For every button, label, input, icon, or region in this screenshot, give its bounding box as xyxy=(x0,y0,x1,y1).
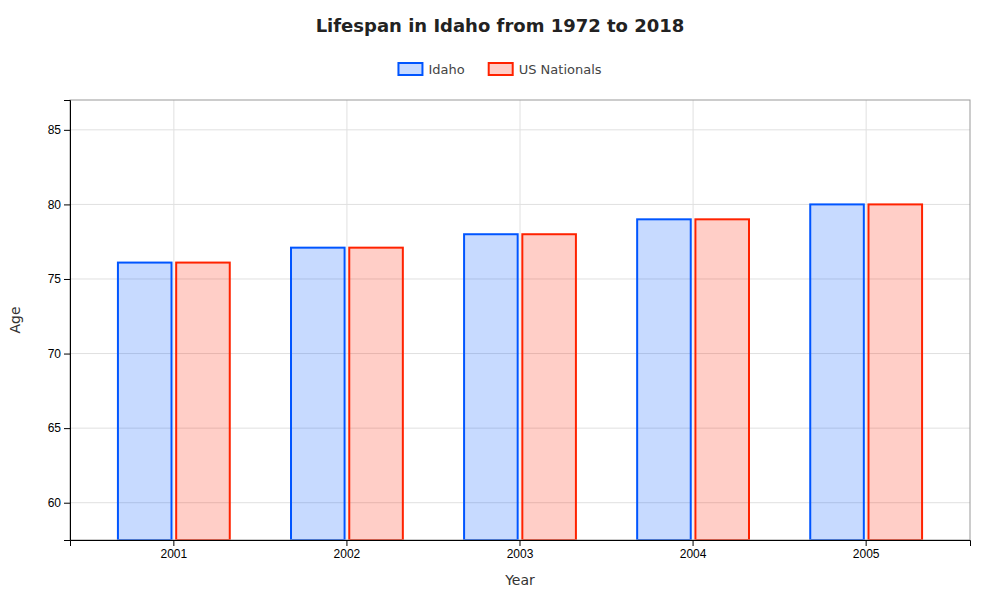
y-axis: 60 65 70 75 80 85 xyxy=(48,101,71,541)
bar-series xyxy=(176,204,922,540)
bar xyxy=(349,248,403,540)
x-tick-mark xyxy=(520,540,521,546)
y-tick: 85 xyxy=(48,123,70,137)
y-tick: 75 xyxy=(48,272,70,286)
y-tick-mark xyxy=(64,130,70,131)
x-tick-mark xyxy=(173,540,174,546)
x-tick-label: 2005 xyxy=(853,547,880,561)
bar xyxy=(695,219,749,540)
x-tick-label: 2001 xyxy=(160,547,187,561)
x-tick-label: 2004 xyxy=(680,547,707,561)
x-tick-label: 2003 xyxy=(507,547,534,561)
legend-label: Idaho xyxy=(428,62,464,77)
y-tick-label: 70 xyxy=(48,347,62,361)
legend-swatch xyxy=(489,63,513,75)
y-tick: 80 xyxy=(48,198,70,212)
bar xyxy=(176,263,230,540)
grid-line-x xyxy=(520,100,521,540)
grid-line-x xyxy=(693,100,694,540)
x-axis: 2001 2002 2003 2004 2005 xyxy=(71,540,971,561)
x-tick: 2002 xyxy=(334,540,361,561)
legend-label: US Nationals xyxy=(519,62,602,77)
y-tick: 60 xyxy=(48,496,70,510)
y-axis-line xyxy=(64,101,71,541)
x-tick: 2003 xyxy=(507,540,534,561)
bars xyxy=(118,204,922,540)
bar xyxy=(868,204,922,540)
plot: 60 65 70 75 80 85 2001 2002 2003 2004 2005 xyxy=(48,100,971,561)
y-tick-label: 60 xyxy=(48,496,62,510)
bar xyxy=(637,219,691,540)
grid-line-x xyxy=(866,100,867,540)
y-tick-mark xyxy=(64,354,70,355)
y-tick: 70 xyxy=(48,347,70,361)
bar xyxy=(118,263,172,540)
y-tick-mark xyxy=(64,279,70,280)
bar xyxy=(810,204,864,540)
y-tick-mark xyxy=(64,503,70,504)
chart: 60 65 70 75 80 85 2001 2002 2003 2004 2005 Year Age L… xyxy=(0,0,1000,600)
bar xyxy=(464,234,518,540)
y-tick-label: 75 xyxy=(48,272,62,286)
y-tick-label: 65 xyxy=(48,421,62,435)
y-axis-title: Age xyxy=(7,306,23,333)
bar xyxy=(522,234,576,540)
y-tick-label: 85 xyxy=(48,123,62,137)
x-tick-mark xyxy=(346,540,347,546)
x-tick: 2005 xyxy=(853,540,880,561)
x-axis-line xyxy=(71,541,971,547)
x-tick: 2001 xyxy=(160,540,187,561)
x-axis-title: Year xyxy=(504,572,535,588)
legend-swatch xyxy=(398,63,422,75)
grid-line-x xyxy=(173,100,174,540)
x-tick-label: 2002 xyxy=(334,547,361,561)
x-tick: 2004 xyxy=(680,540,707,561)
y-tick: 65 xyxy=(48,421,70,435)
title: Lifespan in Idaho from 1972 to 2018 xyxy=(316,15,685,36)
y-tick-label: 80 xyxy=(48,198,62,212)
x-tick-mark xyxy=(866,540,867,546)
legend-item: US Nationals xyxy=(489,62,602,77)
y-tick-mark xyxy=(64,428,70,429)
legend: Idaho US Nationals xyxy=(398,62,601,77)
legend-item: Idaho xyxy=(398,62,464,77)
y-tick-mark xyxy=(64,204,70,205)
bar xyxy=(291,248,345,540)
x-tick-mark xyxy=(693,540,694,546)
plot-frame xyxy=(70,100,970,540)
bar-series xyxy=(118,204,864,540)
grid-line-x xyxy=(346,100,347,540)
grid xyxy=(70,100,970,540)
